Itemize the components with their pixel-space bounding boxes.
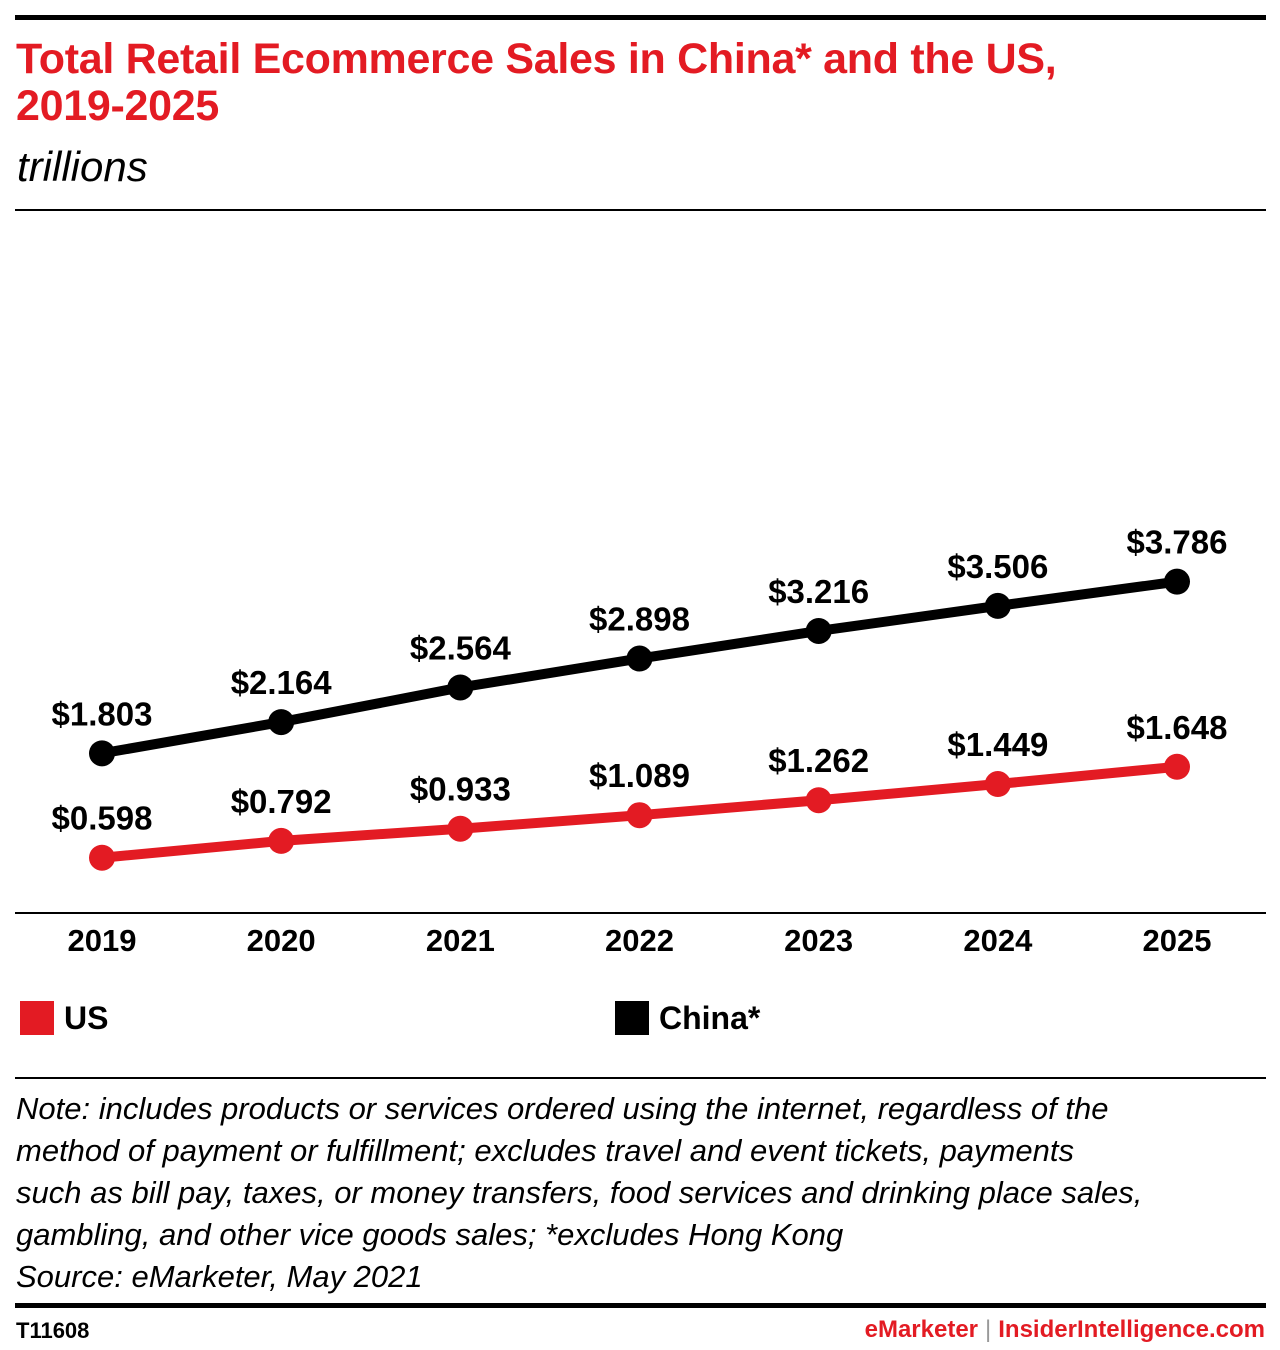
data-point-china [984, 592, 1011, 619]
note-line-2: method of payment or fulfillment; exclud… [16, 1133, 1074, 1168]
data-label-us: $0.598 [52, 800, 153, 837]
x-tick-label: 2022 [605, 923, 674, 958]
data-label-china: $2.164 [231, 664, 333, 701]
data-point-china [626, 645, 653, 672]
data-point-us [447, 815, 474, 842]
data-point-us [805, 787, 832, 814]
x-tick-label: 2020 [247, 923, 316, 958]
data-label-china: $2.564 [410, 629, 512, 666]
chart-title-line1: Total Retail Ecommerce Sales in China* a… [16, 35, 1057, 83]
brand-insider-intelligence: InsiderIntelligence.com [998, 1316, 1265, 1343]
data-point-china [1164, 568, 1190, 595]
note-line-3: such as bill pay, taxes, or money transf… [16, 1175, 1143, 1210]
legend-china-label: China* [659, 999, 761, 1036]
title-divider [15, 209, 1266, 211]
data-point-china [89, 740, 115, 767]
chart-id: T11608 [16, 1318, 90, 1343]
data-point-us [89, 844, 115, 871]
note-source: Source: eMarketer, May 2021 [16, 1259, 423, 1294]
legend-china: China* [615, 1000, 760, 1036]
x-tick-label: 2024 [963, 923, 1033, 958]
data-point-china [268, 709, 295, 736]
x-tick-label: 2019 [68, 923, 137, 958]
data-point-china [805, 617, 832, 644]
brand-separator: | [985, 1316, 992, 1343]
data-label-china: $3.506 [947, 548, 1048, 585]
note-line-4: gambling, and other vice goods sales; *e… [16, 1217, 844, 1252]
legend-us: US [20, 1000, 108, 1036]
chart-title: Total Retail Ecommerce Sales in China* a… [16, 36, 1266, 130]
data-point-us [626, 802, 653, 829]
data-label-us: $0.792 [231, 783, 332, 820]
data-label-us: $1.089 [589, 757, 690, 794]
note-line-1: Note: includes products or services orde… [16, 1091, 1109, 1126]
chart-note: Note: includes products or services orde… [16, 1088, 1271, 1298]
data-label-china: $3.786 [1127, 524, 1228, 561]
legend-us-label: US [64, 999, 109, 1036]
data-point-us [1164, 753, 1190, 780]
data-label-us: $0.933 [410, 771, 511, 808]
data-label-us: $1.262 [768, 742, 869, 779]
footer-rule [15, 1303, 1266, 1308]
chart-subtitle: trillions [17, 143, 148, 190]
legend-china-swatch [615, 1001, 649, 1035]
data-point-us [268, 827, 295, 854]
data-label-china: $1.803 [52, 695, 153, 732]
line-chart: 2019 2020 2021 2022 2023 2024 2025 $0.598 $0.792… [15, 524, 1266, 958]
x-tick-label: 2021 [426, 923, 495, 958]
legend-us-swatch [20, 1001, 54, 1035]
brand-emarketer: eMarketer [864, 1316, 979, 1343]
data-point-us [984, 771, 1011, 798]
x-tick-label: 2025 [1143, 923, 1212, 958]
data-label-us: $1.449 [947, 726, 1048, 763]
footer-brand: eMarketer | InsiderIntelligence.com [865, 1316, 1265, 1344]
x-tick-label: 2023 [784, 923, 853, 958]
chart-title-line2: 2019-2025 [16, 82, 219, 130]
data-label-china: $3.216 [768, 573, 869, 610]
data-label-china: $2.898 [589, 601, 690, 638]
data-point-china [447, 674, 474, 701]
note-divider [15, 1077, 1266, 1079]
top-rule [15, 15, 1266, 20]
data-label-us: $1.648 [1127, 709, 1228, 746]
